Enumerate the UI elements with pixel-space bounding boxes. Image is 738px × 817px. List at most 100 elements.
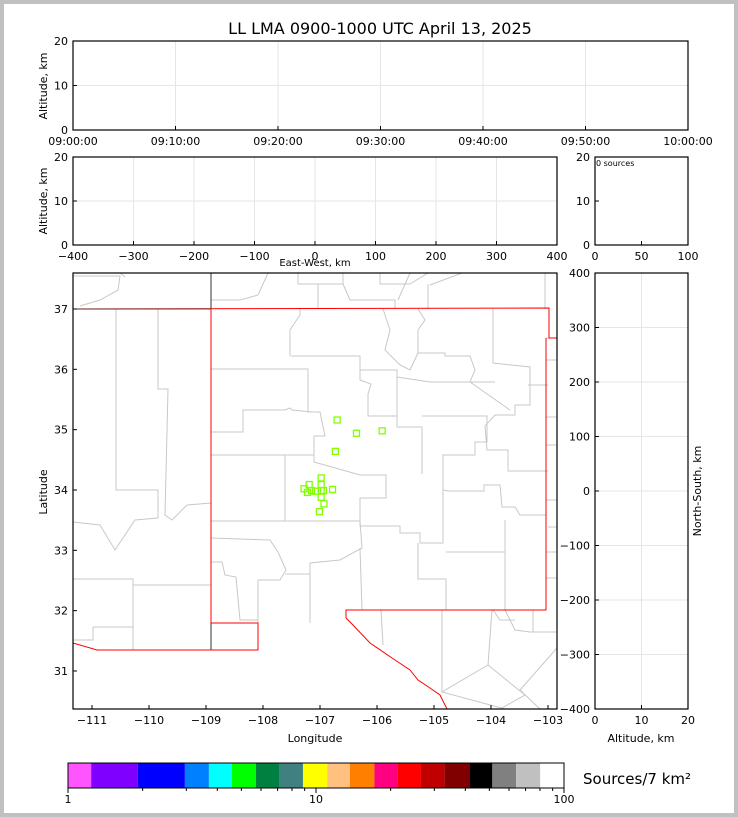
- colorbar-segment: [208, 763, 232, 788]
- source-point: [317, 474, 325, 482]
- source-point: [328, 485, 337, 494]
- source-point: [315, 508, 324, 516]
- source-point: [317, 480, 325, 489]
- y-tick-label: 20: [576, 151, 590, 164]
- colorbar-segment: [137, 763, 185, 788]
- y-tick-label: 37: [54, 303, 68, 316]
- colorbar-segment: [279, 763, 303, 788]
- colorbar-segment: [444, 763, 470, 788]
- x-tick-label: 09:00:00: [48, 135, 97, 148]
- y-tick-label: 0: [61, 124, 68, 137]
- y-tick-label: 36: [54, 363, 68, 376]
- x-tick-label: −300: [118, 250, 148, 263]
- y-tick-label: 100: [569, 431, 590, 444]
- y-tick-label: 31: [54, 665, 68, 678]
- x-tick-label: −400: [58, 250, 88, 263]
- x-tick-label: −111: [77, 714, 107, 727]
- x-tick-label: 10: [635, 714, 649, 727]
- colorbar-segment: [397, 763, 421, 788]
- y-tick-label: 10: [54, 195, 68, 208]
- x-tick-label: −109: [191, 714, 221, 727]
- x-tick-label: 300: [486, 250, 507, 263]
- colorbar-tick-label: 10: [309, 793, 323, 806]
- figure-title: LL LMA 0900-1000 UTC April 13, 2025: [228, 19, 532, 38]
- y-tick-label: 10: [576, 195, 590, 208]
- x-axis-label: East-West, km: [279, 258, 350, 269]
- y-tick-label: −400: [560, 703, 590, 716]
- y-tick-label: 34: [54, 484, 68, 497]
- y-tick-label: 300: [569, 322, 590, 335]
- x-tick-label: −108: [248, 714, 278, 727]
- colorbar-segment: [420, 763, 445, 788]
- source-point: [331, 447, 340, 456]
- source-point: [307, 486, 316, 495]
- colorbar-segment: [492, 763, 517, 788]
- x-tick-label: 0: [312, 250, 319, 263]
- y-tick-label: 20: [54, 35, 68, 48]
- x-tick-label: 09:30:00: [356, 135, 405, 148]
- x-tick-label: −107: [305, 714, 335, 727]
- colorbar-segment: [540, 763, 564, 788]
- altitude-time-axes: [72, 40, 689, 131]
- colorbar-segment: [516, 763, 541, 788]
- source-point: [378, 427, 386, 435]
- x-tick-label: 0: [592, 250, 599, 263]
- x-tick-label: 09:50:00: [561, 135, 610, 148]
- y-axis-label: Latitude: [37, 469, 50, 515]
- y-axis-label: Altitude, km: [37, 52, 50, 119]
- map-borders: [73, 273, 557, 709]
- x-tick-label: 100: [365, 250, 386, 263]
- colorbar-segment: [91, 763, 138, 788]
- x-tick-label: 100: [678, 250, 699, 263]
- colorbar-segment: [68, 763, 92, 788]
- colorbar-tick-label: 1: [65, 793, 72, 806]
- x-tick-label: −106: [362, 714, 392, 727]
- x-tick-label: −103: [533, 714, 563, 727]
- y-tick-label: 32: [54, 605, 68, 618]
- y-tick-label: 20: [54, 151, 68, 164]
- source-count-annotation: 0 sources: [596, 159, 634, 168]
- x-tick-label: 09:20:00: [253, 135, 302, 148]
- y-tick-label: 10: [54, 80, 68, 93]
- colorbar-label: Sources/7 km²: [583, 770, 691, 788]
- x-tick-label: −104: [476, 714, 506, 727]
- y-axis-label: North-South, km: [691, 446, 704, 537]
- y-tick-label: 33: [54, 544, 68, 557]
- x-tick-label: −200: [179, 250, 209, 263]
- x-tick-label: 09:10:00: [151, 135, 200, 148]
- x-axis-label: Longitude: [288, 732, 343, 745]
- colorbar-segment: [374, 763, 398, 788]
- source-point: [352, 429, 361, 437]
- x-tick-label: −110: [134, 714, 164, 727]
- y-tick-label: −300: [560, 649, 590, 662]
- colorbar-segment: [327, 763, 350, 788]
- plan-view-axes: [72, 272, 558, 710]
- colorbar-segment: [255, 763, 280, 788]
- y-tick-label: −100: [560, 540, 590, 553]
- source-point: [320, 500, 328, 508]
- y-tick-label: 35: [54, 424, 68, 437]
- y-tick-label: 0: [583, 485, 590, 498]
- x-tick-label: −100: [239, 250, 269, 263]
- colorbar-segment: [184, 763, 209, 788]
- x-tick-label: 09:40:00: [458, 135, 507, 148]
- altitude-eastwest-axes: [72, 156, 558, 246]
- colorbar-segment: [469, 763, 493, 788]
- y-tick-label: 0: [61, 239, 68, 252]
- histogram-axes: [594, 156, 689, 246]
- x-tick-label: −105: [419, 714, 449, 727]
- x-tick-label: 0: [592, 714, 599, 727]
- colorbar-segment: [349, 763, 375, 788]
- x-tick-label: 10:00:00: [663, 135, 712, 148]
- x-tick-label: 400: [547, 250, 568, 263]
- source-point: [333, 416, 341, 424]
- y-tick-label: 0: [583, 239, 590, 252]
- y-axis-label: Altitude, km: [37, 167, 50, 234]
- source-point: [303, 488, 312, 497]
- source-point: [319, 486, 328, 495]
- source-point: [317, 493, 325, 501]
- y-tick-label: 200: [569, 376, 590, 389]
- x-axis-label: Altitude, km: [607, 732, 674, 745]
